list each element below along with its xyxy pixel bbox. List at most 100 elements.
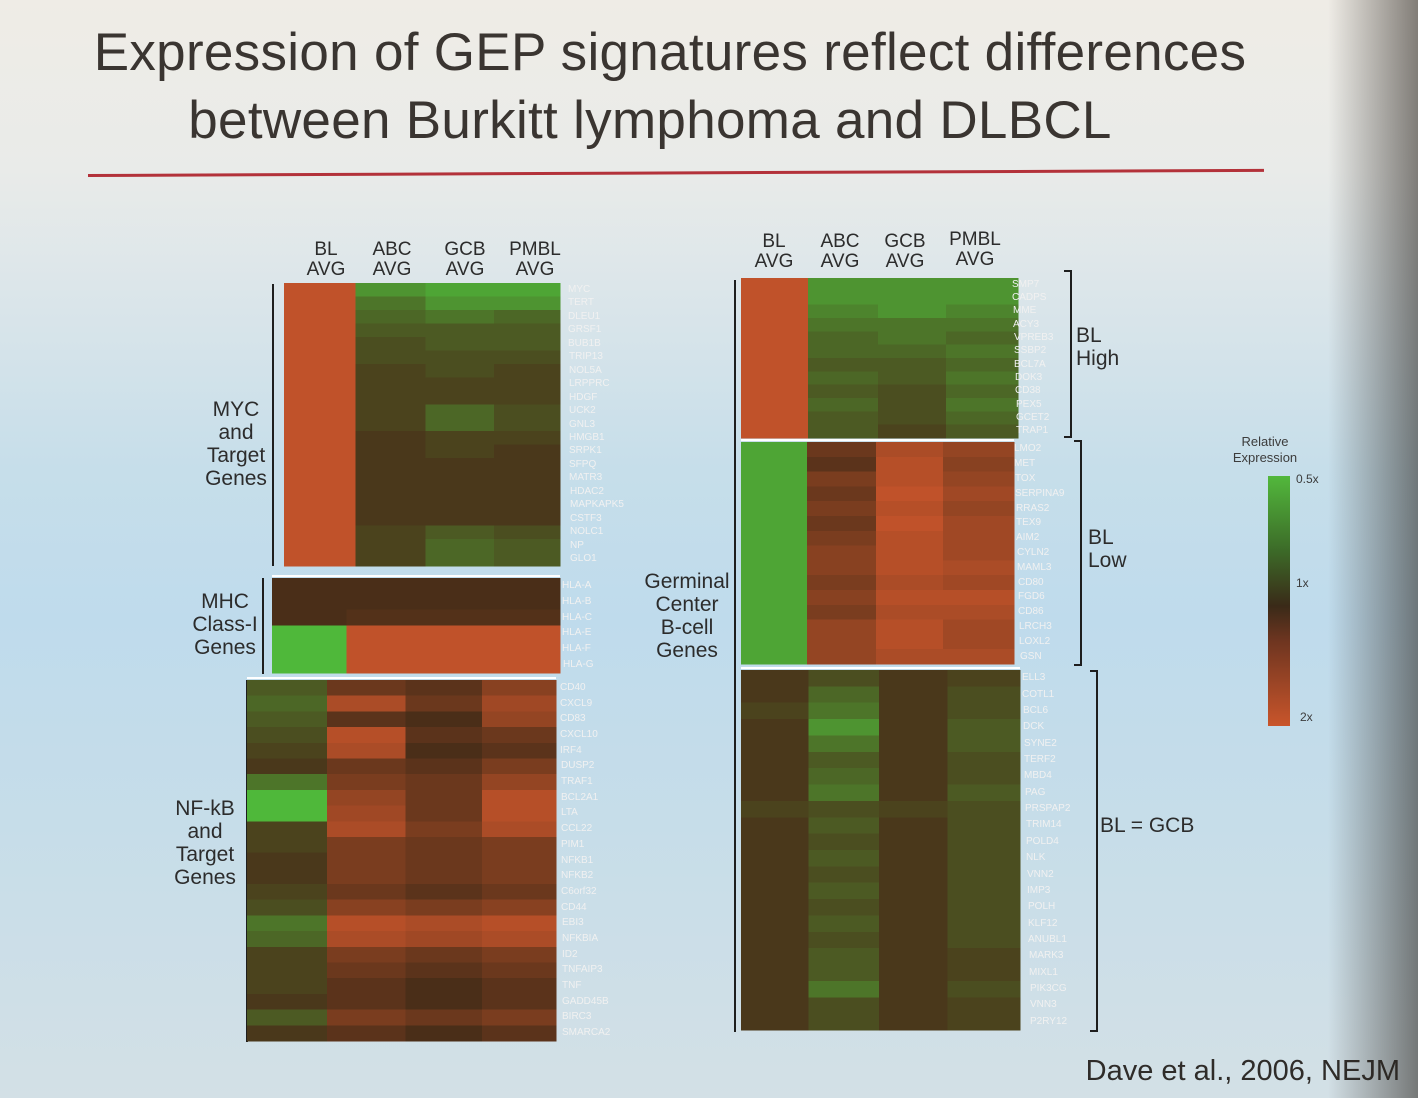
heatmap-cell [741, 575, 808, 591]
heatmap-cell [326, 915, 407, 932]
heatmap-cell [878, 980, 949, 998]
heatmap-cell [808, 291, 879, 306]
heatmap-cell [490, 593, 561, 611]
heatmap-cell [808, 670, 880, 687]
heatmap-cell [741, 471, 808, 487]
heatmap-cell [807, 634, 877, 650]
heatmap-cell [943, 619, 1015, 635]
gene-label: CD40 [560, 681, 586, 693]
heatmap-cell [741, 411, 809, 426]
heatmap-cell [284, 283, 356, 298]
heatmap-cell [946, 371, 1019, 386]
gene-label: GADD45B [562, 995, 609, 1007]
heatmap-cell [425, 309, 495, 325]
heatmap-cell [355, 444, 427, 459]
heatmap-cell [878, 371, 947, 386]
heatmap-cell [741, 702, 810, 720]
heatmap-cell [741, 344, 809, 359]
heatmap-cell [247, 931, 328, 948]
heatmap-cell [741, 751, 810, 769]
gene-label: DLEU1 [568, 310, 601, 322]
gene-label: ELL3 [1022, 672, 1046, 684]
heatmap-cell [741, 634, 808, 650]
heatmap-cell [878, 702, 949, 720]
heatmap-cell [284, 485, 356, 500]
heatmap-cell [807, 530, 877, 547]
gene-label: SFPQ [569, 458, 597, 470]
heatmap-cell [876, 456, 944, 473]
gene-label: GNL3 [569, 418, 596, 430]
heatmap-cell [947, 899, 1021, 917]
heatmap-cell [947, 948, 1021, 966]
gene-label: IMP3 [1027, 884, 1051, 896]
heatmap-cell [481, 695, 557, 712]
heatmap-cell [284, 309, 356, 325]
heatmap-cell [481, 774, 557, 791]
heatmap-cell [284, 404, 356, 419]
group-label-bl-gcb: BL = GCB [1100, 814, 1195, 837]
heatmap-cell [493, 283, 561, 298]
heatmap-cell [808, 948, 880, 966]
heatmap-cell [741, 486, 808, 502]
heatmap-cell [493, 458, 561, 473]
gene-label: PRSPAP2 [1025, 803, 1071, 815]
heatmap-cell [355, 417, 427, 432]
gene-label: DCK [1023, 721, 1045, 733]
heatmap-cell [741, 997, 810, 1015]
heatmap-cell [876, 545, 944, 561]
heatmap-cell [876, 634, 944, 650]
heatmap-cell [425, 498, 495, 513]
heatmap-cell [493, 309, 561, 325]
heatmap-cell [247, 1009, 328, 1026]
heatmap-cell [247, 993, 328, 1011]
heatmap-cell [355, 458, 427, 473]
heatmap-cell [878, 882, 949, 900]
gene-label: NLK [1026, 852, 1046, 864]
heatmap-cell [808, 997, 880, 1015]
heatmap-cell [946, 278, 1019, 292]
heatmap-cell [355, 377, 427, 392]
heatmap-cell [490, 578, 561, 595]
heatmap-cell [405, 915, 483, 932]
heatmap-cell [425, 417, 495, 432]
gene-label: SMARCA2 [562, 1027, 611, 1039]
heatmap-cell [425, 296, 495, 311]
gene-label: MME [1013, 305, 1037, 317]
heatmap-cell [947, 751, 1021, 769]
heatmap-cell [946, 318, 1019, 332]
heatmap-cell [741, 604, 808, 621]
heatmap-cell [326, 695, 407, 712]
heatmap-cell [284, 350, 356, 365]
heatmap-cell [481, 946, 557, 964]
heatmap-cell [741, 784, 810, 802]
heatmap-cell [425, 363, 495, 378]
heatmap-cell [878, 899, 949, 917]
heatmap-cell [247, 805, 328, 822]
heatmap-cell [741, 686, 810, 704]
heatmap-cell [405, 946, 483, 964]
gene-label: HLA-G [563, 659, 594, 671]
heatmap-cell [808, 331, 879, 346]
gene-label: HMGB1 [569, 431, 605, 443]
heatmap-cell [808, 931, 880, 949]
heatmap-cell [284, 539, 356, 554]
heatmap-cell [807, 501, 877, 517]
heatmap-cell [481, 821, 557, 838]
heatmap-cell [405, 852, 483, 869]
heatmap-cell [946, 331, 1019, 346]
heatmap-cell [808, 424, 879, 439]
heatmap-cell [405, 868, 483, 885]
gene-label: GSN [1020, 650, 1042, 662]
heatmap-cell [247, 742, 328, 760]
heatmap-cell [943, 456, 1015, 473]
heatmap-cell [425, 390, 495, 405]
heatmap-cell [355, 336, 427, 351]
gene-label: TERT [568, 297, 594, 309]
gene-label: ANUBL1 [1028, 934, 1067, 945]
heatmap-cell [481, 742, 557, 760]
gene-label: TNF [562, 980, 582, 992]
heatmap-cell [878, 915, 949, 933]
gene-label: COTL1 [1022, 688, 1055, 700]
gene-label: MBD4 [1024, 770, 1052, 782]
gene-label: EBI3 [562, 917, 584, 929]
